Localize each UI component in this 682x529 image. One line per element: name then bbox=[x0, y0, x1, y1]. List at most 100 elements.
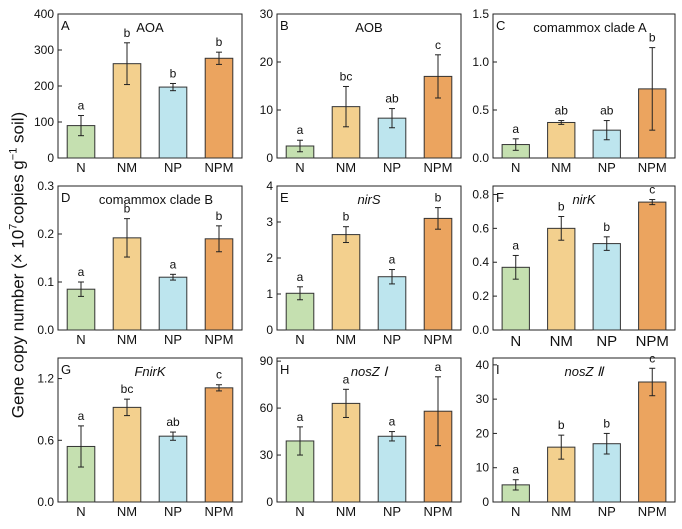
y-tick-label: 2 bbox=[266, 251, 273, 265]
y-tick-label: 20 bbox=[476, 426, 490, 440]
significance-letter: a bbox=[297, 410, 304, 424]
y-tick-label: 0 bbox=[266, 151, 273, 165]
bar-np bbox=[158, 276, 188, 331]
x-tick-label: N bbox=[511, 160, 520, 175]
significance-letter: c bbox=[435, 38, 441, 52]
x-tick-label: NM bbox=[551, 504, 571, 519]
panel-d: 0.0 0.1 0.2 0.3 a Nb NM a NP b NPM D comammox clade … bbox=[37, 179, 243, 347]
x-tick-label: N bbox=[76, 332, 85, 347]
y-tick-label: 0.2 bbox=[472, 289, 489, 303]
significance-letter: a bbox=[78, 99, 85, 113]
y-tick-label: 0.6 bbox=[472, 221, 489, 235]
significance-letter: b bbox=[216, 35, 223, 49]
significance-letter: b bbox=[558, 418, 565, 432]
panel-i: 0 10 20 30 40 a Nb NM b NP c NPM I nosZ Ⅱ bbox=[476, 351, 676, 519]
significance-letter: a bbox=[512, 238, 519, 252]
bar-np bbox=[377, 435, 407, 503]
panel-letter: E bbox=[280, 190, 289, 205]
x-tick-label: NP bbox=[383, 332, 401, 347]
significance-letter: bc bbox=[121, 382, 134, 396]
x-tick-label: NPM bbox=[638, 160, 667, 175]
x-tick-label: N bbox=[295, 332, 304, 347]
bar-np bbox=[592, 243, 621, 331]
y-tick-label: 30 bbox=[260, 448, 274, 462]
y-tick-label: 20 bbox=[260, 55, 274, 69]
significance-letter: a bbox=[170, 257, 177, 271]
panel-h: 0 30 60 90 a Na NM a NP a NPM H nosZ Ⅰ bbox=[260, 354, 462, 519]
significance-letter: c bbox=[649, 183, 655, 197]
plot-frame bbox=[492, 185, 676, 331]
y-tick-label: 300 bbox=[34, 43, 54, 57]
significance-letter: ab bbox=[385, 92, 399, 106]
significance-letter: b bbox=[603, 416, 610, 430]
y-tick-label: 0.2 bbox=[37, 227, 54, 241]
y-tick-label: 0.0 bbox=[472, 323, 489, 337]
x-tick-label: NM bbox=[336, 160, 356, 175]
panel-title: AOA bbox=[136, 20, 164, 35]
panel-f: 0.0 0.2 0.4 0.6 0.8 a Nb NM b NP c NPM F nirK bbox=[472, 183, 676, 350]
panel-letter: I bbox=[496, 362, 500, 377]
y-tick-label: 30 bbox=[260, 7, 274, 21]
significance-letter: ab bbox=[166, 415, 180, 429]
y-tick-label: 10 bbox=[260, 103, 274, 117]
x-tick-label: NM bbox=[117, 332, 137, 347]
significance-letter: a bbox=[512, 463, 519, 477]
y-tick-label: 90 bbox=[260, 354, 274, 368]
significance-letter: b bbox=[124, 26, 131, 40]
y-tick-label: 0.3 bbox=[37, 179, 54, 193]
x-tick-label: NP bbox=[164, 160, 182, 175]
panel-a: 0 100 200 300 400 a Nb NM b NP b NPM A AOA bbox=[34, 7, 243, 175]
x-tick-label: NM bbox=[336, 504, 356, 519]
bar-np bbox=[377, 276, 407, 331]
y-tick-label: 30 bbox=[476, 392, 490, 406]
y-tick-label: 200 bbox=[34, 79, 54, 93]
bar-nm bbox=[331, 402, 361, 503]
significance-letter: ab bbox=[600, 104, 614, 118]
y-tick-label: 1.5 bbox=[472, 7, 489, 21]
panel-title: FnirK bbox=[134, 364, 166, 379]
bar-nm bbox=[547, 227, 576, 331]
y-tick-label: 0.0 bbox=[472, 151, 489, 165]
y-tick-label: 0 bbox=[266, 495, 273, 509]
x-tick-label: NP bbox=[598, 504, 616, 519]
y-tick-label: 400 bbox=[34, 7, 54, 21]
y-tick-label: 1 bbox=[266, 287, 273, 301]
x-tick-label: NPM bbox=[424, 160, 453, 175]
significance-letter: b bbox=[170, 66, 177, 80]
bar-npm bbox=[204, 238, 234, 331]
panel-title: AOB bbox=[355, 20, 382, 35]
plot-frame bbox=[492, 357, 676, 503]
significance-letter: a bbox=[78, 265, 85, 279]
x-tick-label: NM bbox=[117, 160, 137, 175]
significance-letter: b bbox=[603, 220, 610, 234]
panel-letter: C bbox=[496, 18, 505, 33]
significance-letter: c bbox=[649, 351, 655, 365]
panel-g: 0.0 0.6 1.2 a Nbc NM ab NP c NPM G FnirK bbox=[37, 357, 243, 519]
y-tick-label: 0 bbox=[482, 495, 489, 509]
y-tick-label: 0.0 bbox=[37, 495, 54, 509]
significance-letter: b bbox=[216, 209, 223, 223]
x-tick-label: NPM bbox=[638, 504, 667, 519]
significance-letter: b bbox=[124, 202, 131, 216]
y-tick-label: 0 bbox=[47, 151, 54, 165]
y-tick-label: 60 bbox=[260, 401, 274, 415]
panel-title: nosZ Ⅰ bbox=[351, 364, 389, 379]
y-tick-label: 4 bbox=[266, 179, 273, 193]
x-tick-label: N bbox=[511, 504, 520, 519]
panel-letter: D bbox=[61, 190, 70, 205]
significance-letter: a bbox=[389, 415, 396, 429]
y-tick-label: 3 bbox=[266, 215, 273, 229]
x-tick-label: NM bbox=[117, 504, 137, 519]
panel-title: nirK bbox=[572, 192, 596, 207]
y-tick-label: 0.5 bbox=[472, 103, 489, 117]
significance-letter: b bbox=[343, 210, 350, 224]
x-tick-label: NM bbox=[336, 332, 356, 347]
bar-np bbox=[592, 129, 621, 159]
significance-letter: a bbox=[435, 360, 442, 374]
y-tick-label: 0 bbox=[266, 323, 273, 337]
x-tick-label: NP bbox=[596, 333, 617, 350]
panel-c: 0.0 0.5 1.0 1.5 a Nab NM ab NP b NPM C comammox clad… bbox=[472, 7, 676, 175]
y-tick-label: 40 bbox=[476, 358, 490, 372]
x-tick-label: N bbox=[76, 504, 85, 519]
y-tick-label: 0.1 bbox=[37, 275, 54, 289]
